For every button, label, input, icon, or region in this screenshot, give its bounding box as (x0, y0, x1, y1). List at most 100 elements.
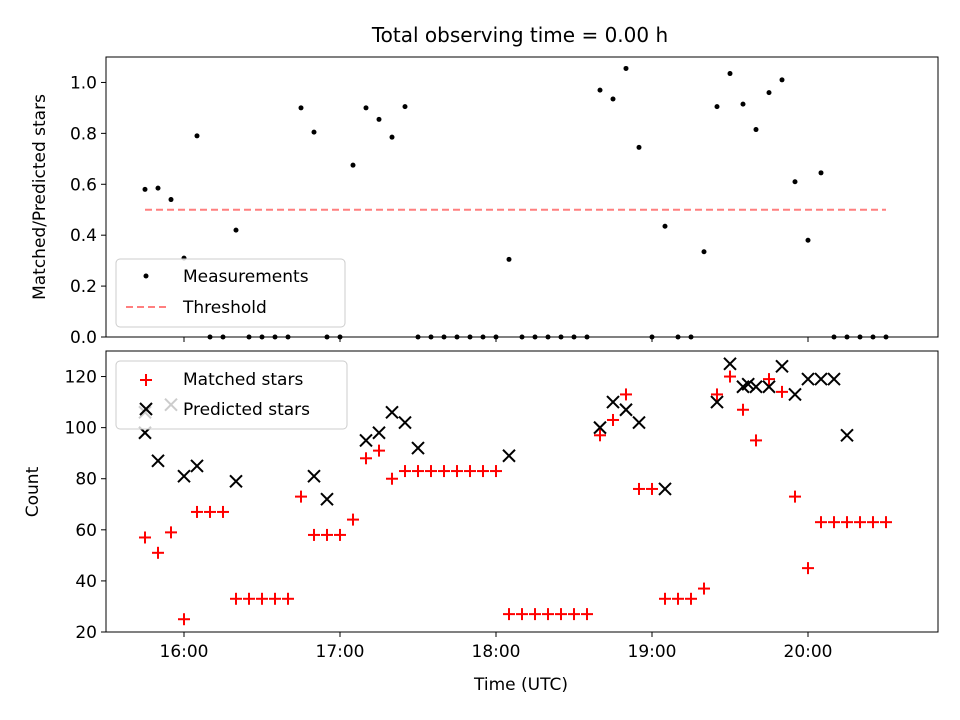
matched-point (347, 513, 359, 526)
matched-point (425, 465, 437, 478)
matched-point (204, 505, 216, 518)
matched-point (802, 562, 814, 575)
matched-point (152, 546, 164, 559)
x-tick-label: 16:00 (160, 642, 209, 662)
predicted-point (801, 372, 815, 386)
measurement-point (779, 77, 785, 83)
predicted-point (151, 454, 165, 468)
legend-measurements-label: Measurements (183, 267, 309, 287)
y-tick-label: 60 (75, 521, 97, 541)
top-x-ticks (183, 337, 809, 342)
matched-point (373, 444, 385, 457)
matched-point (555, 608, 567, 621)
measurement-point (792, 179, 798, 185)
matched-point (542, 608, 554, 621)
measurement-point (597, 87, 603, 93)
matched-point (776, 385, 788, 398)
predicted-point (788, 387, 802, 402)
matched-point (841, 516, 853, 529)
predicted-point (632, 415, 646, 430)
bottom-legend: Matched stars Predicted stars (115, 360, 348, 430)
y-tick-label: 100 (65, 419, 97, 439)
x-tick-label: 18:00 (472, 642, 521, 662)
predicted-point (502, 449, 516, 463)
measurement-point (142, 186, 148, 192)
matched-point (464, 465, 476, 478)
measurement-point (623, 65, 629, 71)
legend-predicted-marker (139, 402, 153, 416)
matched-point (685, 592, 697, 605)
matched-point (295, 490, 307, 503)
measurement-point (402, 104, 408, 110)
matched-point (334, 528, 346, 541)
matched-point (191, 505, 203, 518)
measurement-point (636, 144, 642, 150)
predicted-point (307, 469, 321, 483)
matched-point (763, 373, 775, 386)
legend-matched-marker (140, 374, 152, 386)
legend-threshold-label: Threshold (182, 298, 267, 318)
predicted-point (749, 380, 763, 394)
predicted-point (840, 428, 854, 443)
matched-point (646, 482, 658, 495)
y-tick-label: 40 (75, 572, 97, 592)
predicted-point (593, 420, 607, 435)
measurement-point (311, 129, 317, 135)
matched-point (724, 370, 736, 383)
predicted-point (606, 395, 620, 409)
measurement-point (168, 197, 174, 203)
predicted-point (619, 403, 633, 417)
x-tick-label: 19:00 (628, 642, 677, 662)
y-tick-label: 0.6 (70, 175, 97, 195)
y-tick-label: 120 (65, 368, 97, 388)
matched-point (399, 465, 411, 478)
matched-point (828, 516, 840, 529)
matched-point (360, 452, 372, 465)
top-axes-frame (105, 56, 939, 338)
matched-point (165, 526, 177, 539)
bottom-x-ticks: 16:00 17:00 18:00 19:00 20:00 (160, 632, 833, 662)
measurement-point (155, 185, 161, 191)
matched-point (789, 490, 801, 503)
legend-predicted-label: Predicted stars (183, 400, 310, 420)
predicted-point (398, 415, 412, 430)
matched-point (867, 516, 879, 529)
predicted-point (710, 395, 724, 409)
x-axis-label: Time (UTC) (473, 675, 568, 695)
figure-title: Total observing time = 0.00 h (371, 23, 668, 47)
predicted-point (190, 459, 204, 473)
predicted-point (814, 372, 828, 386)
top-legend: Measurements Threshold (115, 258, 346, 328)
bottom-legend-box (115, 360, 348, 430)
predicted-point (229, 474, 243, 488)
top-y-axis-label: Matched/Predicted stars (30, 94, 50, 300)
y-tick-label: 0.8 (70, 124, 97, 144)
matched-point (854, 516, 866, 529)
measurement-point (194, 133, 200, 139)
y-tick-label: 80 (75, 470, 97, 490)
bottom-y-ticks: 20 40 60 80 100 120 (65, 368, 106, 643)
measurement-point (363, 105, 369, 111)
measurement-point (740, 101, 746, 107)
y-tick-label: 0.4 (70, 226, 97, 246)
measurement-point (298, 105, 304, 111)
predicted-point (827, 372, 841, 386)
measurement-point (714, 104, 720, 110)
matched-point (750, 434, 762, 447)
bottom-axes-frame (105, 350, 939, 633)
matched-point (438, 465, 450, 478)
matched-point (178, 613, 190, 626)
measurement-point (233, 227, 239, 233)
predicted-point (385, 405, 399, 420)
legend-measurements-marker (143, 273, 149, 279)
matched-point (568, 608, 580, 621)
matched-point (217, 505, 229, 518)
predicted-point (658, 482, 672, 496)
measurement-point (350, 162, 356, 168)
matched-point (230, 592, 242, 605)
predicted-point (762, 380, 776, 394)
bottom-y-axis-label: Count (23, 466, 43, 517)
matched-point (282, 592, 294, 605)
y-tick-label: 20 (75, 623, 97, 643)
